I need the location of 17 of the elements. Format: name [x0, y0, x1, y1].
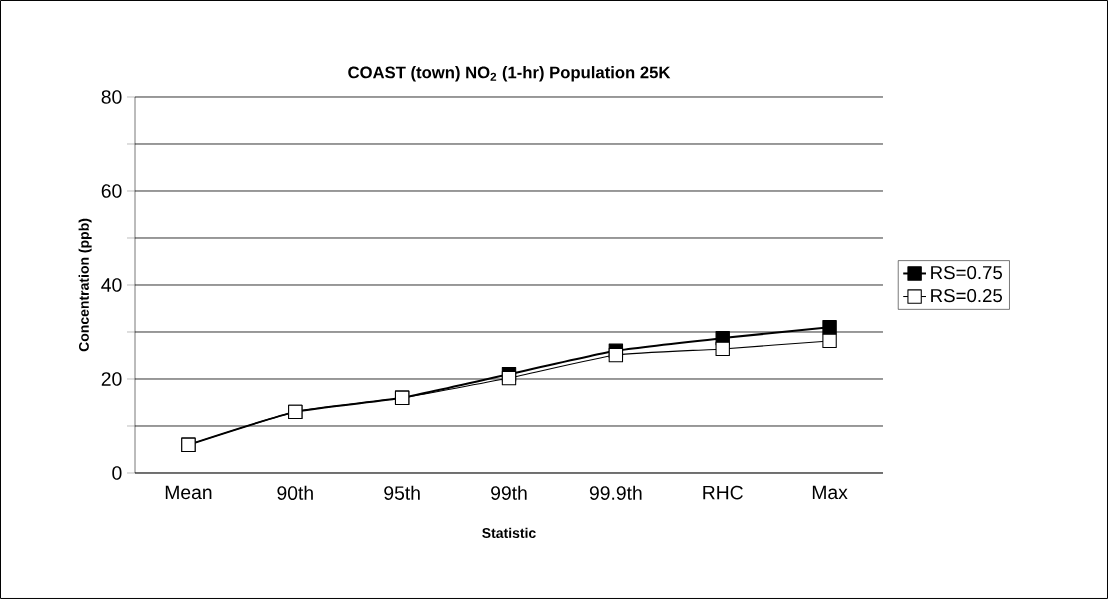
x-tick-label: 95th	[384, 485, 420, 500]
y-tick-label: 0	[112, 466, 122, 480]
legend-label: RS=0.25	[931, 288, 1003, 303]
x-tick-label: Max	[812, 485, 848, 500]
y-tick-label: 80	[101, 90, 122, 104]
x-tick-label: 90th	[277, 485, 313, 500]
y-tick-label: 60	[101, 184, 122, 198]
legend-label: RS=0.75	[931, 265, 1003, 280]
x-tick-label: 99.9th	[589, 485, 642, 500]
y-axis-title: Concentration (ppb)	[78, 218, 92, 352]
x-tick-label: Mean	[165, 485, 212, 500]
chart-title: COAST (town) NO$_{2}$ (1-hr) Population 25K	[348, 66, 671, 82]
y-tick-label: 40	[101, 278, 122, 292]
x-tick-label: RHC	[703, 485, 743, 500]
x-tick-label: 99th	[491, 485, 527, 500]
x-axis-title: Statistic	[482, 527, 536, 539]
y-tick-label: 20	[101, 372, 122, 386]
